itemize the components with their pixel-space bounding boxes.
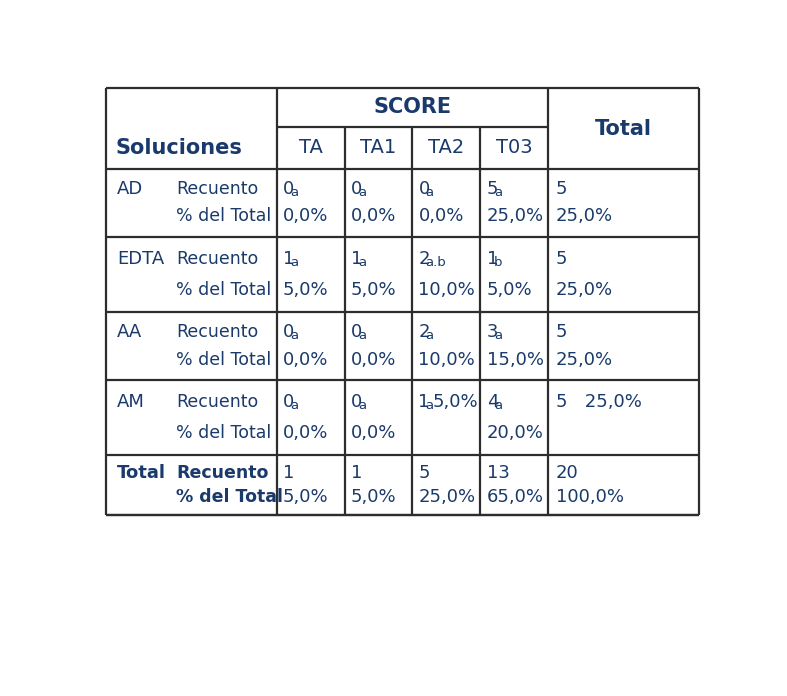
Text: 20,0%: 20,0% bbox=[486, 424, 544, 442]
Text: Recuento: Recuento bbox=[176, 180, 258, 198]
Text: TA1: TA1 bbox=[360, 139, 397, 157]
Text: 4: 4 bbox=[486, 393, 498, 411]
Text: 5,0%: 5,0% bbox=[283, 280, 328, 299]
Text: 0: 0 bbox=[283, 393, 294, 411]
Text: 1: 1 bbox=[419, 393, 430, 411]
Text: % del Total: % del Total bbox=[176, 424, 272, 442]
Text: 5,0%: 5,0% bbox=[486, 280, 532, 299]
Text: 2: 2 bbox=[419, 250, 430, 268]
Text: T03: T03 bbox=[496, 139, 533, 157]
Text: TA2: TA2 bbox=[428, 139, 464, 157]
Text: 0: 0 bbox=[351, 323, 362, 341]
Text: 5: 5 bbox=[419, 464, 430, 482]
Text: TA: TA bbox=[299, 139, 323, 157]
Text: 25,0%: 25,0% bbox=[556, 207, 613, 226]
Text: % del Total: % del Total bbox=[176, 351, 272, 369]
Text: 1: 1 bbox=[351, 250, 362, 268]
Text: a: a bbox=[494, 400, 502, 412]
Text: 0: 0 bbox=[351, 393, 362, 411]
Text: 5   25,0%: 5 25,0% bbox=[556, 393, 641, 411]
Text: 5,0%: 5,0% bbox=[351, 280, 397, 299]
Text: a: a bbox=[358, 256, 367, 269]
Text: 2: 2 bbox=[419, 323, 430, 341]
Text: EDTA: EDTA bbox=[117, 250, 164, 268]
Text: 1: 1 bbox=[283, 464, 294, 482]
Text: Recuento: Recuento bbox=[176, 250, 258, 268]
Text: a: a bbox=[426, 329, 434, 342]
Text: 25,0%: 25,0% bbox=[486, 207, 544, 226]
Text: a: a bbox=[290, 400, 298, 412]
Text: Total: Total bbox=[117, 464, 166, 482]
Text: a: a bbox=[358, 400, 367, 412]
Text: AD: AD bbox=[117, 180, 143, 198]
Text: AM: AM bbox=[117, 393, 145, 411]
Text: 0,0%: 0,0% bbox=[351, 207, 397, 226]
Text: 5: 5 bbox=[556, 250, 567, 268]
Text: % del Total: % del Total bbox=[176, 489, 283, 507]
Text: 0,0%: 0,0% bbox=[351, 351, 397, 369]
Text: SCORE: SCORE bbox=[373, 97, 451, 118]
Text: 1: 1 bbox=[283, 250, 294, 268]
Text: % del Total: % del Total bbox=[176, 280, 272, 299]
Text: 0: 0 bbox=[283, 180, 294, 198]
Text: a: a bbox=[494, 329, 502, 342]
Text: Total: Total bbox=[595, 118, 652, 139]
Text: 10,0%: 10,0% bbox=[419, 351, 475, 369]
Text: AA: AA bbox=[117, 323, 142, 341]
Text: 5: 5 bbox=[486, 180, 498, 198]
Text: 5: 5 bbox=[556, 323, 567, 341]
Text: Recuento: Recuento bbox=[176, 323, 258, 341]
Text: 1: 1 bbox=[351, 464, 362, 482]
Text: 0,0%: 0,0% bbox=[419, 207, 464, 226]
Text: 13: 13 bbox=[486, 464, 509, 482]
Text: Soluciones: Soluciones bbox=[116, 138, 242, 158]
Text: a: a bbox=[358, 329, 367, 342]
Text: 0,0%: 0,0% bbox=[283, 424, 328, 442]
Text: 65,0%: 65,0% bbox=[486, 489, 544, 507]
Text: a: a bbox=[358, 186, 367, 199]
Text: a: a bbox=[426, 186, 434, 199]
Text: Recuento: Recuento bbox=[176, 464, 268, 482]
Text: Recuento: Recuento bbox=[176, 393, 258, 411]
Text: 0: 0 bbox=[419, 180, 430, 198]
Text: 5,0%: 5,0% bbox=[283, 489, 328, 507]
Text: 5: 5 bbox=[556, 180, 567, 198]
Text: 0: 0 bbox=[351, 180, 362, 198]
Text: 25,0%: 25,0% bbox=[556, 351, 613, 369]
Text: a: a bbox=[290, 329, 298, 342]
Text: 0: 0 bbox=[283, 323, 294, 341]
Text: a: a bbox=[290, 186, 298, 199]
Text: b: b bbox=[494, 256, 502, 269]
Text: 0,0%: 0,0% bbox=[283, 351, 328, 369]
Text: a: a bbox=[494, 186, 502, 199]
Text: 20: 20 bbox=[556, 464, 578, 482]
Text: 15,0%: 15,0% bbox=[486, 351, 544, 369]
Text: 100,0%: 100,0% bbox=[556, 489, 623, 507]
Text: a.b: a.b bbox=[426, 256, 446, 269]
Text: a: a bbox=[426, 400, 434, 412]
Text: 0,0%: 0,0% bbox=[351, 424, 397, 442]
Text: 5,0%: 5,0% bbox=[351, 489, 397, 507]
Text: 25,0%: 25,0% bbox=[419, 489, 475, 507]
Text: % del Total: % del Total bbox=[176, 207, 272, 226]
Text: 10,0%: 10,0% bbox=[419, 280, 475, 299]
Text: 0,0%: 0,0% bbox=[283, 207, 328, 226]
Text: 3: 3 bbox=[486, 323, 498, 341]
Text: 25,0%: 25,0% bbox=[556, 280, 613, 299]
Text: 5,0%: 5,0% bbox=[433, 393, 478, 411]
Text: a: a bbox=[290, 256, 298, 269]
Text: 1: 1 bbox=[486, 250, 498, 268]
